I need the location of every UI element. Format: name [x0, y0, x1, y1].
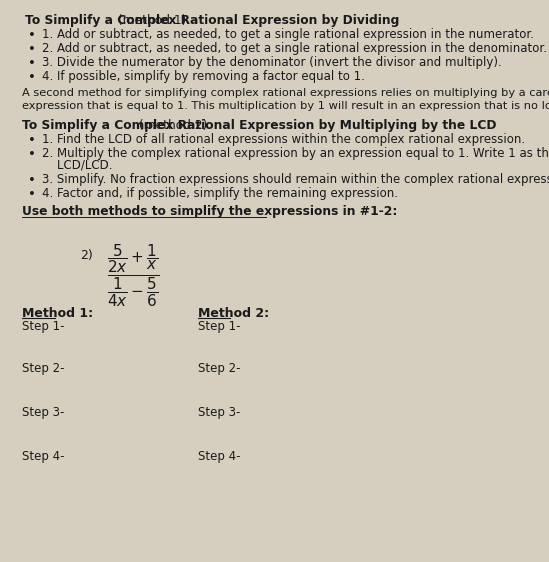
Text: Method 2:: Method 2:	[198, 307, 270, 320]
Text: •: •	[29, 134, 36, 147]
Text: LCD/LCD.: LCD/LCD.	[42, 159, 113, 172]
Text: (method 2): (method 2)	[135, 119, 208, 132]
Text: Step 3-: Step 3-	[23, 406, 65, 419]
Text: Step 4-: Step 4-	[198, 450, 240, 463]
Text: 4. If possible, simplify by removing a factor equal to 1.: 4. If possible, simplify by removing a f…	[42, 70, 365, 83]
Text: 3. Divide the numerator by the denominator (invert the divisor and multiply).: 3. Divide the numerator by the denominat…	[42, 56, 502, 69]
Text: •: •	[29, 29, 36, 42]
Text: 2. Add or subtract, as needed, to get a single rational expression in the denomi: 2. Add or subtract, as needed, to get a …	[42, 42, 547, 55]
Text: 1. Add or subtract, as needed, to get a single rational expression in the numera: 1. Add or subtract, as needed, to get a …	[42, 28, 534, 41]
Text: $\dfrac{\dfrac{5}{2x}+\dfrac{1}{x}}{\dfrac{1}{4x}-\dfrac{5}{6}}$: $\dfrac{\dfrac{5}{2x}+\dfrac{1}{x}}{\dfr…	[107, 243, 160, 309]
Text: •: •	[29, 188, 36, 201]
Text: •: •	[29, 174, 36, 187]
Text: Step 1-: Step 1-	[23, 320, 65, 333]
Text: •: •	[29, 57, 36, 70]
Text: Use both methods to simplify the expressions in #1-2:: Use both methods to simplify the express…	[23, 205, 397, 218]
Text: •: •	[29, 71, 36, 84]
Text: To Simplify a Complex Rational Expression by Multiplying by the LCD: To Simplify a Complex Rational Expressio…	[23, 119, 497, 132]
Text: Step 2-: Step 2-	[23, 362, 65, 375]
Text: To Simplify a Complex Rational Expression by Dividing: To Simplify a Complex Rational Expressio…	[25, 14, 399, 27]
Text: •: •	[29, 148, 36, 161]
Text: 2): 2)	[81, 249, 93, 262]
Text: 4. Factor and, if possible, simplify the remaining expression.: 4. Factor and, if possible, simplify the…	[42, 187, 398, 200]
Text: A second method for simplifying complex rational expressions relies on multiplyi: A second method for simplifying complex …	[23, 88, 549, 98]
Text: (method 1): (method 1)	[114, 14, 187, 27]
Text: 3. Simplify. No fraction expressions should remain within the complex rational e: 3. Simplify. No fraction expressions sho…	[42, 173, 549, 186]
Text: Method 1:: Method 1:	[23, 307, 93, 320]
Text: Step 3-: Step 3-	[198, 406, 240, 419]
Text: 1. Find the LCD of all rational expressions within the complex rational expressi: 1. Find the LCD of all rational expressi…	[42, 133, 525, 146]
Text: Step 2-: Step 2-	[198, 362, 240, 375]
Text: expression that is equal to 1. This multiplication by 1 will result in an expres: expression that is equal to 1. This mult…	[23, 101, 549, 111]
Text: 2. Multiply the complex rational expression by an expression equal to 1. Write 1: 2. Multiply the complex rational express…	[42, 147, 549, 160]
Text: Step 1-: Step 1-	[198, 320, 240, 333]
Text: •: •	[29, 43, 36, 56]
Text: Step 4-: Step 4-	[23, 450, 65, 463]
